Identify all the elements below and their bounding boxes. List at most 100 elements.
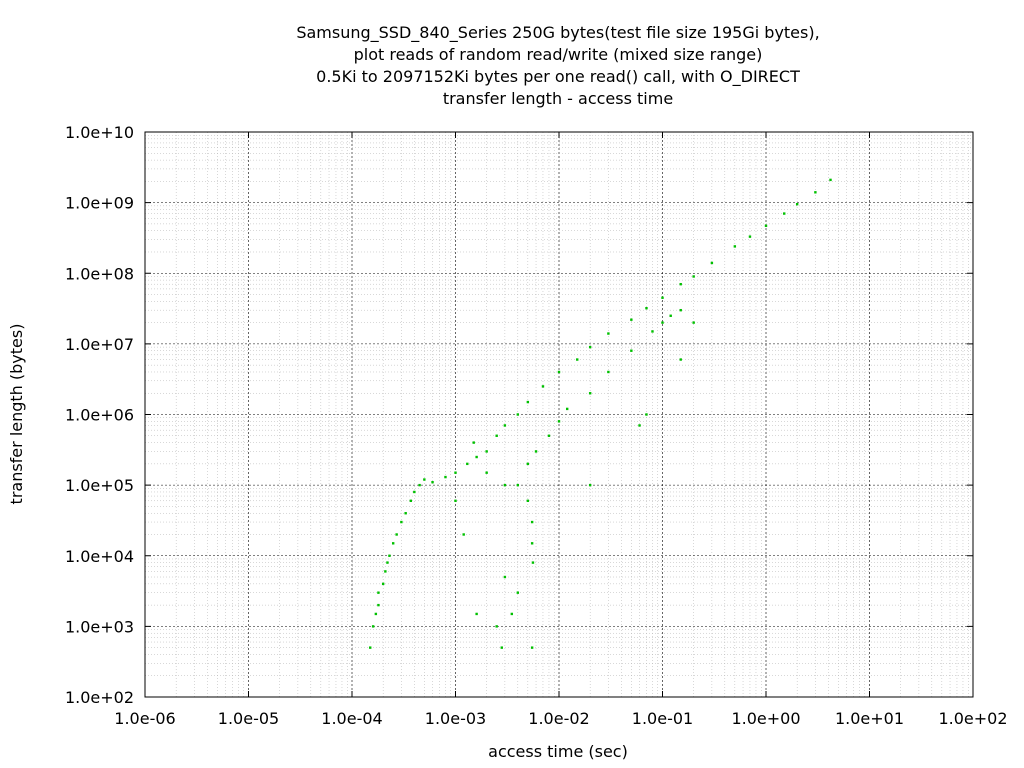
data-point [377, 591, 380, 594]
data-point [466, 462, 469, 466]
data-point [638, 424, 641, 427]
data-point [630, 318, 633, 321]
x-tick-label: 1.0e-04 [321, 709, 382, 728]
data-point [733, 245, 737, 248]
x-tick-label: 1.0e-02 [528, 709, 589, 728]
data-point [423, 478, 426, 481]
data-point [764, 224, 768, 227]
y-tick-label: 1.0e+06 [65, 406, 134, 425]
data-point [607, 370, 610, 374]
data-point [503, 424, 507, 427]
data-point [475, 612, 478, 616]
data-point [444, 475, 447, 479]
data-point [391, 542, 395, 545]
data-point [386, 561, 389, 564]
data-point [404, 512, 407, 515]
data-point [692, 275, 695, 278]
data-point [526, 499, 530, 502]
title-line-1: Samsung_SSD_840_Series 250G bytes(test f… [296, 23, 819, 43]
data-point [783, 212, 786, 215]
data-point [413, 490, 416, 494]
x-tick-label: 1.0e-06 [114, 709, 175, 728]
data-point [510, 612, 514, 616]
data-point [679, 358, 682, 361]
data-point [795, 202, 799, 206]
data-point [495, 625, 498, 628]
data-point [374, 612, 378, 616]
x-tick-label: 1.0e+00 [731, 709, 800, 728]
data-point [661, 321, 664, 324]
data-point [418, 483, 421, 487]
data-point [503, 575, 507, 579]
x-tick-label: 1.0e-01 [632, 709, 693, 728]
data-point [400, 520, 403, 524]
data-point [588, 345, 592, 349]
title-line-2: plot reads of random read/write (mixed s… [354, 45, 763, 64]
y-axis-title: transfer length (bytes) [7, 324, 26, 505]
data-point [454, 499, 457, 502]
data-point [371, 625, 375, 628]
data-point [557, 420, 561, 423]
y-tick-label: 1.0e+08 [65, 264, 134, 283]
title-line-4: transfer length - access time [443, 89, 673, 108]
y-tick-label: 1.0e+07 [65, 335, 134, 354]
data-point [645, 413, 648, 416]
data-point [630, 349, 633, 352]
data-point [495, 434, 498, 437]
data-point [516, 483, 520, 487]
x-tick-label: 1.0e-03 [425, 709, 486, 728]
data-point [547, 434, 551, 437]
data-point [534, 450, 538, 453]
data-point [381, 582, 385, 586]
y-tick-label: 1.0e+09 [65, 194, 134, 213]
data-point [409, 499, 413, 502]
data-point [462, 533, 465, 536]
data-point [557, 370, 561, 374]
data-point [526, 400, 530, 404]
data-point [526, 462, 530, 466]
grid [145, 132, 973, 697]
data-point [814, 191, 817, 194]
data-point [588, 392, 592, 395]
data-point [472, 441, 475, 444]
data-point [588, 483, 592, 487]
x-tick-label: 1.0e-05 [218, 709, 279, 728]
data-point [485, 471, 488, 474]
data-point [530, 542, 534, 545]
data-points [369, 178, 832, 649]
x-axis-ticks: 1.0e-06 1.0e-05 1.0e-04 1.0e-03 1.0e-02 1.0e-… [114, 132, 1008, 728]
title-line-3: 0.5Ki to 2097152Ki bytes per one read() … [316, 67, 800, 87]
chart-title: Samsung_SSD_840_Series 250G bytes(test f… [296, 23, 819, 108]
data-point [679, 282, 682, 286]
data-point [516, 591, 520, 594]
y-tick-label: 1.0e+03 [65, 617, 134, 636]
data-point [679, 308, 682, 312]
data-point [516, 413, 520, 416]
y-tick-label: 1.0e+02 [65, 688, 134, 707]
data-point [829, 178, 832, 182]
data-point [531, 561, 535, 564]
x-tick-label: 1.0e+01 [835, 709, 904, 728]
data-point [475, 455, 478, 459]
y-tick-label: 1.0e+10 [65, 123, 134, 142]
data-point [384, 570, 387, 573]
data-point [651, 330, 654, 333]
data-point [369, 646, 372, 649]
data-point [645, 306, 648, 310]
data-point [576, 358, 579, 361]
x-axis-title: access time (sec) [488, 742, 628, 761]
y-axis-ticks: 1.0e+02 1.0e+03 1.0e+04 1.0e+05 1.0e+06 1.0e+… [65, 123, 973, 707]
data-point [377, 603, 380, 607]
data-point [710, 261, 714, 265]
data-point [431, 481, 434, 484]
data-point [748, 235, 752, 238]
x-tick-label: 1.0e+02 [938, 709, 1007, 728]
data-point [530, 520, 534, 524]
data-point [500, 646, 503, 649]
data-point [395, 533, 398, 536]
y-tick-label: 1.0e+05 [65, 476, 134, 495]
y-tick-label: 1.0e+04 [65, 547, 134, 566]
data-point [692, 321, 695, 324]
